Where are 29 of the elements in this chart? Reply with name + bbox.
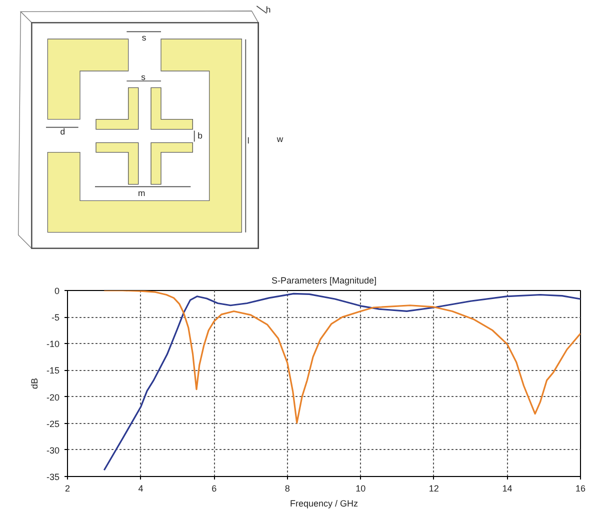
y-tick-label: -15 (46, 366, 60, 376)
line-series (103, 290, 580, 424)
y-tick-label: -35 (46, 472, 60, 482)
x-tick-label: 14 (502, 484, 512, 494)
text: s (141, 72, 146, 82)
text: m (138, 188, 146, 198)
x-tick-label: 12 (428, 484, 439, 494)
y-tick-label: -10 (46, 339, 60, 350)
x-tick-label: 8 (284, 484, 290, 494)
y-tick-label: -30 (46, 445, 60, 456)
line-series (103, 292, 580, 471)
text: h (266, 4, 271, 15)
y-tick-label: -25 (46, 418, 60, 429)
x-tick-label: 10 (356, 484, 366, 494)
y-tick-label: -5 (52, 312, 60, 323)
text: w (276, 134, 284, 144)
x-axis-title: Frequency / GHz (290, 498, 359, 508)
y-tick-label: -20 (46, 392, 60, 402)
x-tick-label: 2 (64, 484, 70, 494)
y-axis-title: dB (29, 378, 40, 390)
chart-title: S-Parameters [Magnitude] (271, 276, 377, 286)
x-tick-label: 4 (138, 484, 144, 494)
y-tick-label: 0 (54, 286, 60, 296)
text: l (247, 135, 250, 146)
x-tick-label: 6 (212, 484, 217, 494)
text: b (198, 130, 203, 140)
x-tick-label: 16 (575, 484, 586, 494)
text: d (60, 126, 66, 136)
text: s (142, 32, 147, 42)
